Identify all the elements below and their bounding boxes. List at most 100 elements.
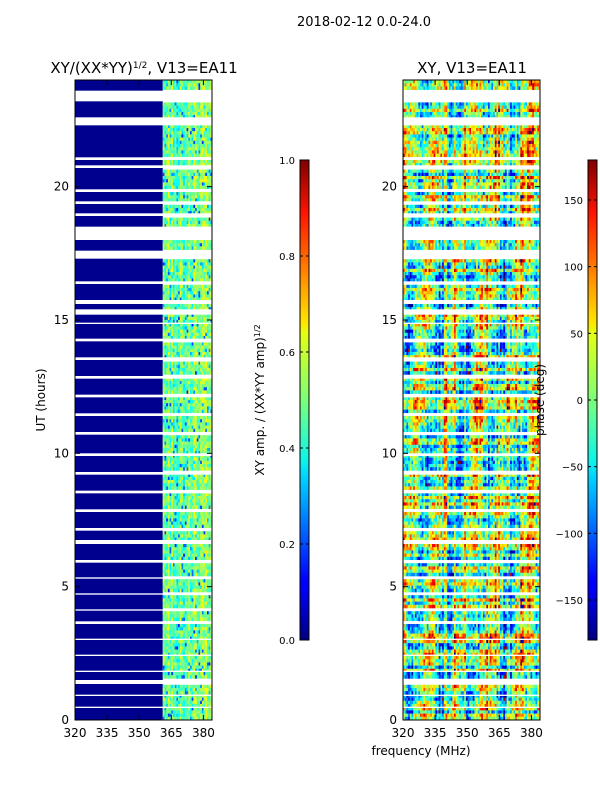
left-heatmap-cell xyxy=(208,675,211,679)
left-heatmap-cell xyxy=(162,656,165,660)
left-heatmap-cell xyxy=(189,572,192,577)
left-heatmap-cell xyxy=(164,646,167,650)
left-heatmap-cell xyxy=(178,633,181,638)
right-heatmap-cell xyxy=(481,86,484,90)
right-heatmap-cell xyxy=(476,83,479,87)
left-heatmap-cell xyxy=(189,172,192,177)
left-heatmap-cell xyxy=(206,163,209,167)
left-heatmap-cell xyxy=(210,633,212,638)
left-heatmap-cell xyxy=(188,422,191,426)
left-heatmap-cell xyxy=(169,448,172,452)
left-heatmap-cell xyxy=(169,361,172,366)
right-heatmap-cell xyxy=(465,86,468,90)
left-heatmap-cell xyxy=(191,643,194,647)
left-heatmap-cell xyxy=(189,636,192,641)
left-heatmap-cell xyxy=(196,211,199,215)
left-heatmap-cell xyxy=(191,716,194,720)
left-heatmap-cell xyxy=(176,304,179,308)
left-heatmap-cell xyxy=(178,329,181,334)
left-heatmap-cell xyxy=(174,700,177,705)
left-heatmap-cell xyxy=(164,246,167,250)
left-heatmap-cell xyxy=(169,262,172,266)
left-heatmap-cell xyxy=(167,684,170,689)
left-heatmap-cell xyxy=(167,102,170,106)
left-heatmap-cell xyxy=(179,486,182,490)
left-heatmap-cell xyxy=(184,246,187,250)
left-heatmap-cell xyxy=(186,80,189,84)
left-heatmap-cell xyxy=(181,707,184,711)
left-heatmap-cell xyxy=(189,217,192,222)
left-heatmap-cell xyxy=(179,124,182,129)
left-heatmap-cell xyxy=(172,457,175,462)
left-heatmap-cell xyxy=(203,406,206,410)
left-heatmap-cell xyxy=(166,153,169,158)
left-heatmap-cell xyxy=(196,425,199,430)
right-heatmap-cell xyxy=(414,83,417,87)
left-heatmap-cell xyxy=(200,483,203,487)
left-heatmap-cell xyxy=(179,454,182,458)
left-heatmap-cell xyxy=(193,643,196,647)
left-heatmap-cell xyxy=(188,569,191,574)
left-heatmap-cell xyxy=(205,662,208,666)
left-heatmap-cell xyxy=(181,694,184,698)
left-heatmap-cell xyxy=(210,144,212,148)
left-heatmap-cell xyxy=(206,624,209,628)
left-heatmap-cell xyxy=(205,502,208,506)
left-heatmap-cell xyxy=(191,368,194,372)
left-heatmap-cell xyxy=(167,428,170,433)
left-y-tick-label: 20 xyxy=(54,180,69,194)
left-heatmap-cell xyxy=(191,492,194,497)
left-heatmap-cell xyxy=(186,563,189,567)
left-heatmap-cell xyxy=(205,329,208,334)
left-heatmap-cell xyxy=(169,185,172,190)
right-heatmap-cell xyxy=(404,86,407,90)
left-heatmap-cell xyxy=(176,473,179,478)
left-heatmap-cell xyxy=(188,419,191,423)
left-heatmap-cell xyxy=(198,240,201,244)
left-heatmap-cell xyxy=(200,467,203,471)
left-heatmap-cell xyxy=(210,387,212,391)
left-heatmap-cell xyxy=(178,144,181,148)
left-heatmap-cell xyxy=(191,694,194,698)
left-heatmap-cell xyxy=(210,646,212,650)
left-heatmap-cell xyxy=(189,192,192,196)
left-heatmap-cell xyxy=(174,435,177,439)
left-heatmap-cell xyxy=(201,144,204,148)
left-heatmap-cell xyxy=(167,464,170,468)
left-heatmap-cell xyxy=(205,713,208,718)
left-heatmap-cell xyxy=(196,172,199,177)
left-heatmap-cell xyxy=(196,710,199,714)
left-heatmap-cell xyxy=(201,377,204,382)
left-heatmap-cell xyxy=(189,259,192,263)
left-heatmap-cell xyxy=(174,496,177,500)
left-heatmap-cell xyxy=(191,246,194,250)
left-heatmap-cell xyxy=(189,604,192,609)
left-heatmap-cell xyxy=(196,588,199,593)
left-heatmap-cell xyxy=(172,643,175,647)
left-heatmap-cell xyxy=(183,345,186,350)
left-heatmap-cell xyxy=(195,144,198,148)
left-heatmap-cell xyxy=(179,492,182,497)
left-heatmap-cell xyxy=(181,243,184,247)
left-heatmap-cell xyxy=(208,448,211,452)
left-heatmap-cell xyxy=(198,710,201,714)
left-heatmap-cell xyxy=(171,598,174,602)
left-heatmap-cell xyxy=(169,387,172,391)
left-heatmap-cell xyxy=(186,131,189,135)
left-heatmap-cell xyxy=(201,716,204,720)
left-heatmap-cell xyxy=(171,451,174,455)
left-heatmap-cell xyxy=(162,268,165,273)
left-heatmap-cell xyxy=(178,140,181,145)
left-heatmap-cell xyxy=(195,547,198,551)
left-heatmap-cell xyxy=(179,675,182,679)
left-heatmap-cell xyxy=(178,691,181,695)
left-heatmap-cell xyxy=(210,707,212,711)
left-heatmap-cell xyxy=(167,396,170,401)
left-heatmap-cell xyxy=(188,195,191,199)
left-heatmap-cell xyxy=(186,377,189,382)
left-heatmap-cell xyxy=(176,464,179,468)
left-heatmap-cell xyxy=(176,569,179,574)
left-heatmap-cell xyxy=(167,656,170,660)
left-heatmap-cell xyxy=(196,137,199,142)
left-heatmap-cell xyxy=(208,665,211,670)
